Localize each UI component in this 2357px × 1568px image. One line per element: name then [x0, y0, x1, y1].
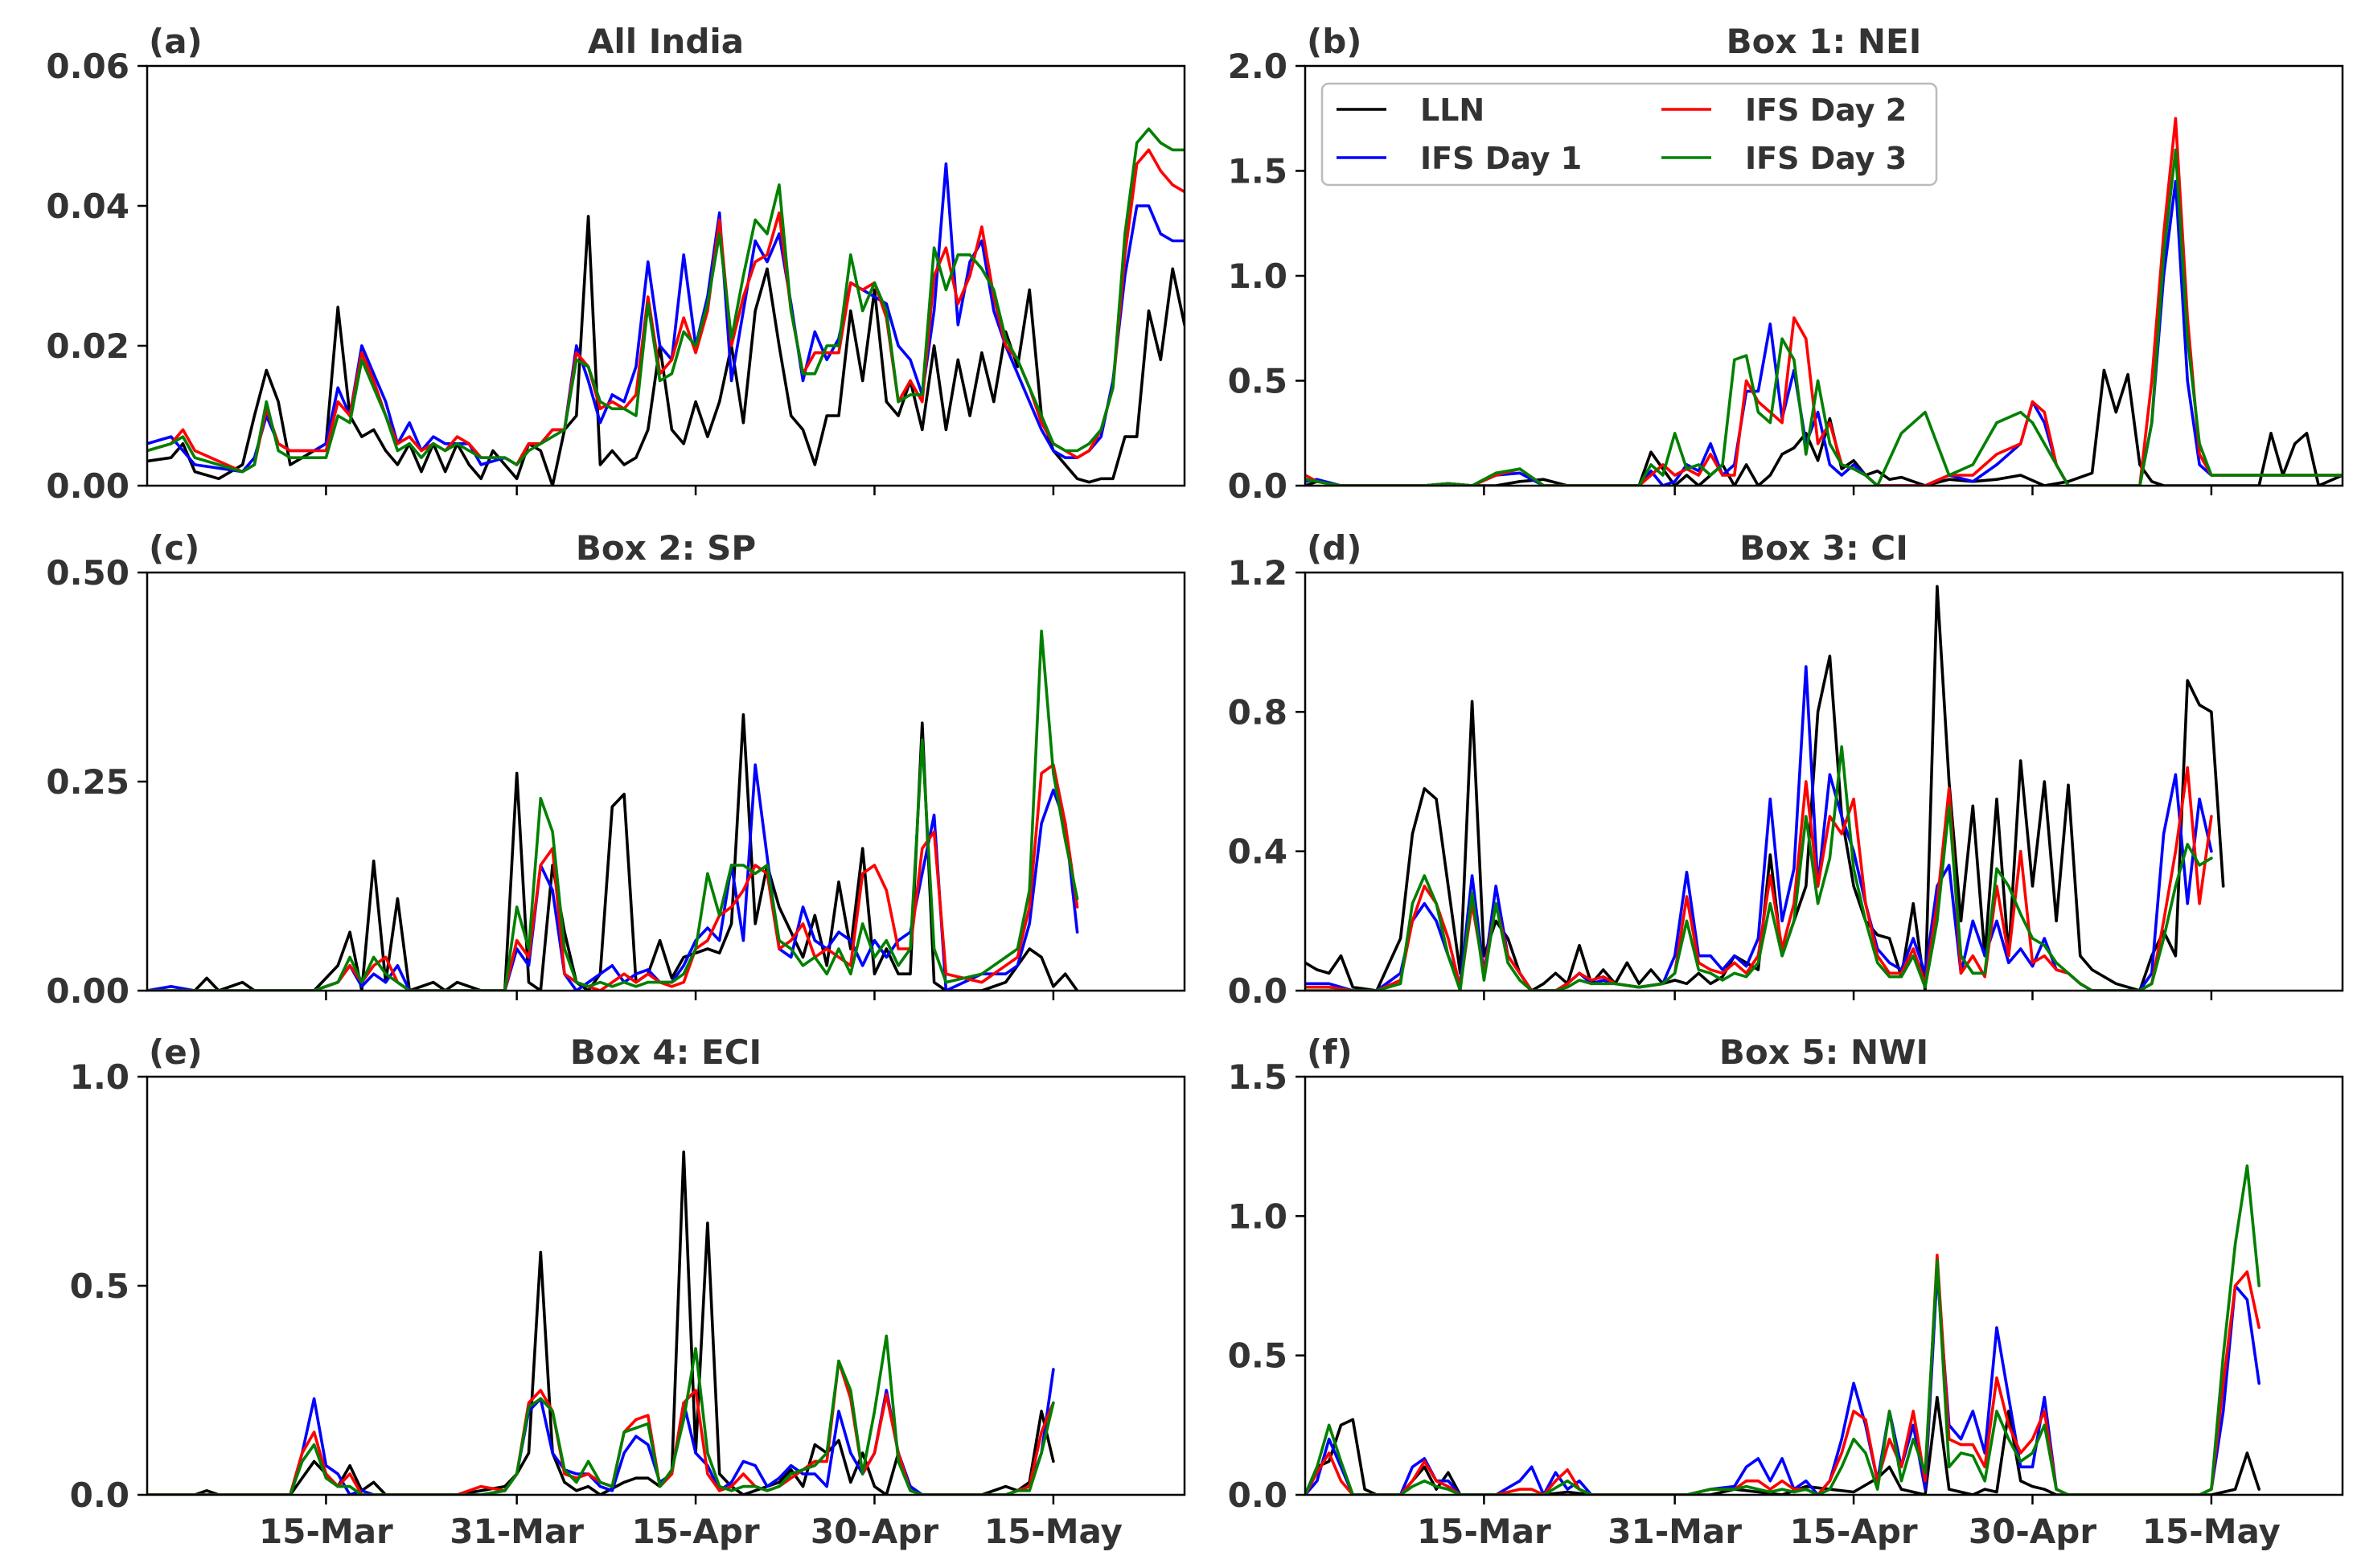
legend-box: [1320, 82, 1938, 187]
legend-label-ifs-day-2: IFS Day 2: [1745, 92, 1907, 128]
y-tick-label: 1.5: [1228, 152, 1287, 191]
y-tick-label: 0.5: [1228, 1336, 1287, 1376]
x-tick-label: 15-May: [2142, 1512, 2281, 1551]
panel-title: Box 5: NWI: [1719, 1032, 1928, 1072]
y-tick-label: 0.5: [1228, 362, 1287, 401]
y-tick-label: 0.4: [1228, 832, 1287, 872]
y-tick-label: 1.0: [1228, 1197, 1287, 1236]
panel-3: 0.0 0.4 0.8 1.2 (d) Box 3: CI: [1228, 528, 2344, 1011]
y-tick-label: 0.5: [70, 1266, 129, 1306]
y-tick-label: 1.0: [1228, 257, 1287, 296]
legend-label-ifs-day-3: IFS Day 3: [1745, 141, 1907, 176]
legend-label-lln: LLN: [1420, 92, 1484, 128]
panel-4: 0.0 0.5 1.0 15-Mar 31-Mar 15-Apr 30-Apr 15-May (…: [70, 1032, 1186, 1551]
panel-label: (e): [149, 1032, 203, 1072]
series-line-ifs-day-1: [1305, 1270, 2261, 1495]
legend-label-ifs-day-1: IFS Day 1: [1420, 141, 1582, 176]
series-line-ifs-day-1: [147, 1368, 1055, 1495]
y-tick-label: 0.06: [46, 47, 129, 86]
series-line-ifs-day-2: [1305, 117, 2343, 486]
panel-title: Box 1: NEI: [1727, 22, 1922, 61]
panel-title: Box 4: ECI: [570, 1032, 762, 1072]
x-tick-label: 15-Apr: [1789, 1512, 1917, 1551]
series-line-ifs-day-3: [1305, 1164, 2261, 1495]
panel-label: (d): [1307, 528, 1361, 568]
y-tick-label: 1.2: [1228, 553, 1287, 593]
series-group: [147, 630, 1079, 991]
panel-1: 0.0 0.5 1.0 1.5 2.0 (b) Box 1: NEI: [1228, 22, 2344, 506]
series-group: [147, 127, 1185, 486]
panel-title: All India: [588, 22, 744, 61]
panel-2: 0.00 0.25 0.50 (c) Box 2: SP: [46, 528, 1186, 1011]
x-tick-label: 30-Apr: [1969, 1512, 2096, 1551]
y-tick-label: 2.0: [1228, 47, 1287, 86]
y-tick-label: 0.50: [46, 553, 129, 593]
series-group: [1305, 1164, 2261, 1495]
series-line-ifs-day-2: [147, 1359, 1055, 1495]
y-tick-label: 0.0: [70, 1476, 129, 1515]
series-line-ifs-day-3: [1305, 745, 2213, 991]
plot-frame: [146, 1075, 1186, 1496]
y-tick-label: 0.02: [46, 326, 129, 366]
x-tick-label: 31-Mar: [450, 1512, 584, 1551]
x-tick-label: 15-May: [984, 1512, 1123, 1551]
plot-frame: [1304, 571, 2344, 992]
panel-0: 0.00 0.02 0.04 0.06 (a) All India: [46, 22, 1186, 506]
panel-title: Box 3: CI: [1739, 528, 1908, 568]
series-line-ifs-day-1: [1305, 179, 2343, 486]
legend: LLN IFS Day 1 IFS Day 2 IFS Day 3: [1320, 82, 1938, 187]
panel-title: Box 2: SP: [576, 528, 756, 568]
series-group: [1305, 585, 2225, 991]
x-tick-label: 15-Mar: [259, 1512, 393, 1551]
series-line-ifs-day-3: [147, 127, 1185, 474]
series-line-ifs-day-2: [147, 763, 1079, 991]
series-line-ifs-day-1: [147, 763, 1079, 991]
series-line-ifs-day-3: [147, 1334, 1055, 1495]
plot-frame: [1304, 1075, 2344, 1496]
series-group: [1305, 117, 2343, 486]
y-tick-label: 0.00: [46, 971, 129, 1011]
y-tick-label: 0.25: [46, 762, 129, 802]
series-line-ifs-day-1: [147, 162, 1185, 474]
series-group: [147, 1150, 1055, 1495]
y-tick-label: 1.0: [70, 1057, 129, 1097]
series-line-lln: [147, 1150, 1055, 1495]
series-line-ifs-day-2: [147, 148, 1185, 474]
series-line-ifs-day-3: [1305, 148, 2343, 486]
x-tick-label: 31-Mar: [1608, 1512, 1742, 1551]
y-tick-label: 0.00: [46, 466, 129, 506]
y-tick-label: 0.0: [1228, 971, 1287, 1011]
x-tick-label: 15-Mar: [1417, 1512, 1551, 1551]
series-line-lln: [1305, 368, 2343, 486]
y-tick-label: 0.04: [46, 187, 129, 226]
y-tick-label: 0.0: [1228, 466, 1287, 506]
panel-5: 0.0 0.5 1.0 1.5 15-Mar 31-Mar 15-Apr 30-Apr 15-M…: [1228, 1032, 2344, 1551]
panel-label: (c): [149, 528, 199, 568]
x-tick-label: 30-Apr: [811, 1512, 938, 1551]
plot-frame: [146, 64, 1186, 487]
y-tick-label: 0.8: [1228, 692, 1287, 732]
y-tick-label: 0.0: [1228, 1476, 1287, 1515]
x-tick-label: 15-Apr: [631, 1512, 759, 1551]
y-tick-label: 1.5: [1228, 1057, 1287, 1097]
panel-label: (a): [149, 22, 203, 61]
panel-label: (b): [1307, 22, 1361, 61]
panel-label: (f): [1307, 1032, 1353, 1072]
series-line-ifs-day-3: [147, 630, 1079, 991]
